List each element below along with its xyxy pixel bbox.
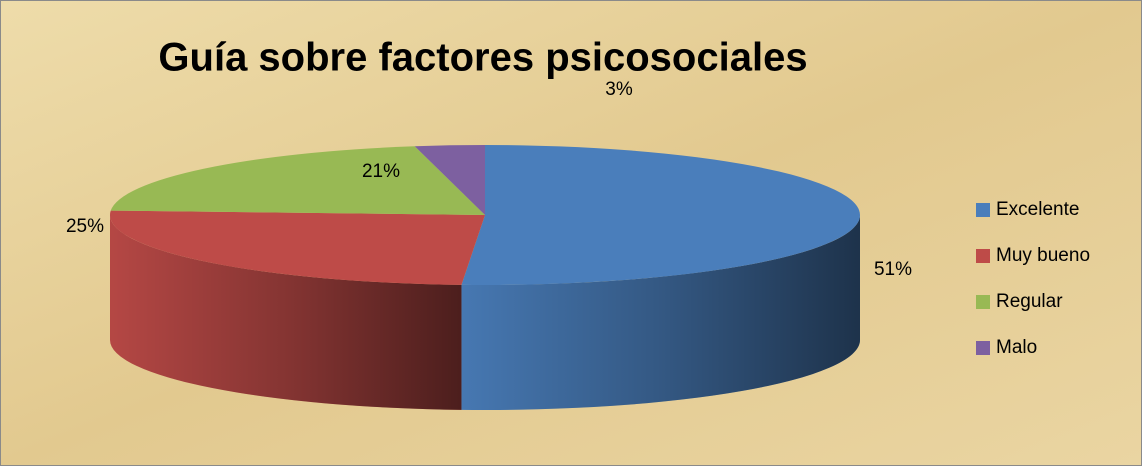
legend-swatch (976, 295, 990, 309)
legend-label: Muy bueno (996, 245, 1090, 266)
data-label: 3% (605, 79, 633, 100)
data-label: 51% (874, 259, 912, 280)
data-label: 25% (66, 216, 104, 237)
legend-label: Excelente (996, 199, 1079, 220)
pie-slice (110, 210, 486, 285)
legend-label: Regular (996, 291, 1063, 312)
pie-side-shade (461, 215, 860, 410)
chart-title: Guía sobre factores psicosociales (158, 36, 807, 80)
pie-slice (414, 145, 485, 215)
legend-label: Malo (996, 337, 1037, 358)
data-label: 21% (362, 161, 400, 182)
pie-slice (461, 145, 860, 285)
pie-slice (110, 146, 485, 215)
legend-swatch (976, 203, 990, 217)
pie-side-shade (110, 215, 462, 410)
legend-swatch (976, 341, 990, 355)
legend-swatch (976, 249, 990, 263)
